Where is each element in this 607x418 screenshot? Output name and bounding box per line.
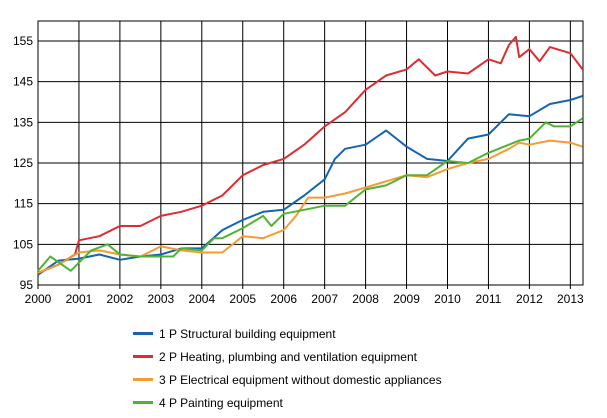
x-tick-label: 2011 (476, 292, 502, 306)
y-tick-label: 135 (13, 115, 33, 129)
legend-item: 2 P Heating, plumbing and ventilation eq… (133, 345, 442, 368)
x-tick-label: 2001 (66, 292, 93, 306)
legend-label: 3 P Electrical equipment without domesti… (159, 372, 442, 387)
series-line-4 (37, 117, 584, 272)
x-tick-label: 2009 (393, 292, 420, 306)
y-tick-label: 95 (20, 278, 34, 292)
y-tick-label: 105 (13, 237, 33, 251)
legend-swatch (133, 332, 153, 335)
legend-swatch (133, 378, 153, 381)
x-tick-label: 2005 (229, 292, 256, 306)
x-tick-label: 2007 (311, 292, 338, 306)
x-tick-label: 2006 (270, 292, 297, 306)
x-tick-label: 2008 (352, 292, 379, 306)
x-tick-label: 2002 (107, 292, 134, 306)
y-tick-label: 115 (14, 197, 33, 211)
x-tick-label: 2012 (516, 292, 543, 306)
series-line-2 (37, 35, 584, 274)
line-chart: 95 105 115 125 135 145 155 2000 2001 2002 2003 2004… (13, 20, 584, 306)
series-line-1 (37, 94, 583, 276)
y-tick-label: 145 (13, 75, 33, 89)
legend-swatch (133, 355, 153, 358)
x-tick-label: 2013 (557, 292, 584, 306)
legend-item: 4 P Painting equipment (133, 391, 442, 414)
legend: 1 P Structural building equipment 2 P He… (133, 322, 442, 414)
y-tick-label: 155 (13, 34, 33, 48)
x-tick-label: 2003 (147, 292, 174, 306)
x-tick-label: 2004 (188, 292, 215, 306)
legend-swatch (133, 401, 153, 404)
legend-label: 4 P Painting equipment (159, 395, 283, 410)
legend-item: 1 P Structural building equipment (133, 322, 442, 345)
legend-label: 1 P Structural building equipment (159, 326, 336, 341)
x-tick-label: 2000 (25, 292, 52, 306)
legend-label: 2 P Heating, plumbing and ventilation eq… (159, 349, 417, 364)
y-tick-label: 125 (13, 156, 33, 170)
legend-item: 3 P Electrical equipment without domesti… (133, 368, 442, 391)
x-tick-label: 2010 (434, 292, 461, 306)
